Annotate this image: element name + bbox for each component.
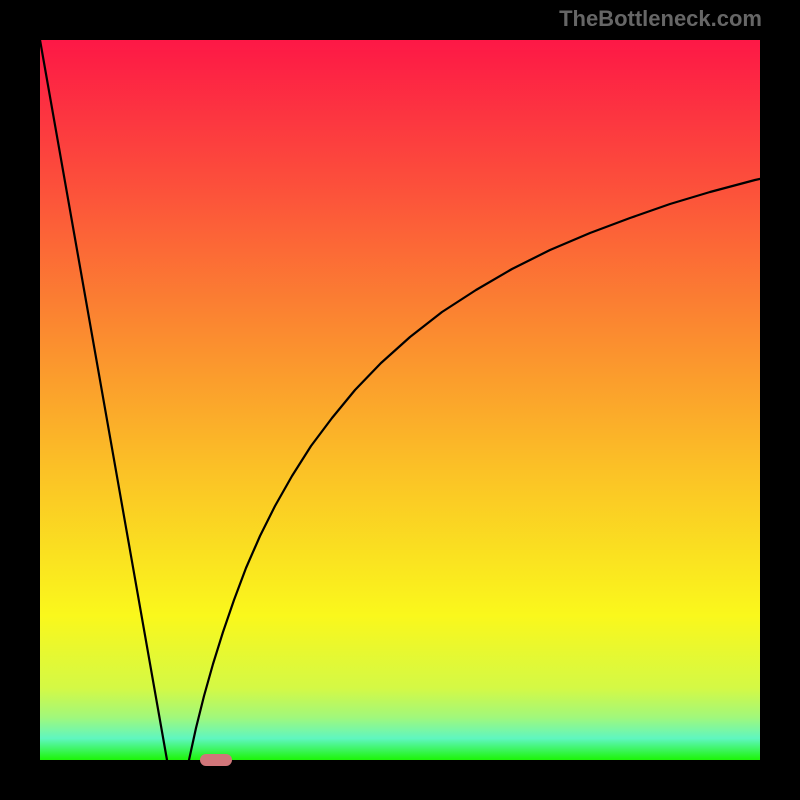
curve-right-branch [189,170,800,760]
curve-layer [40,40,760,760]
curve-left-branch [40,40,167,760]
chart-root: TheBottleneck.com [0,0,800,800]
watermark-text: TheBottleneck.com [559,6,762,32]
trough-marker [200,754,232,766]
plot-frame [40,40,760,760]
